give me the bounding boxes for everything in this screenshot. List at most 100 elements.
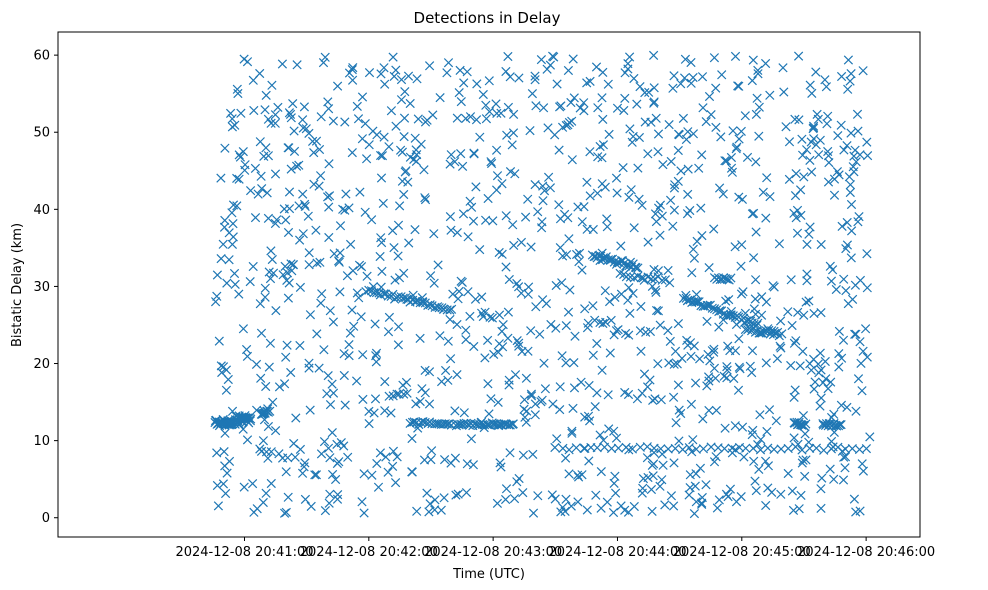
data-point-x-marker (530, 71, 540, 81)
data-point-x-marker (843, 55, 854, 65)
data-point-x-marker (212, 480, 223, 491)
data-point-x-marker (456, 419, 466, 429)
data-point-x-marker (584, 456, 594, 466)
data-point-x-marker (364, 67, 375, 78)
data-point-x-marker (722, 373, 732, 383)
data-point-x-marker (373, 482, 384, 492)
data-point-x-marker (491, 145, 502, 155)
data-point-x-marker (484, 76, 494, 86)
data-point-x-marker (518, 450, 529, 460)
data-point-x-marker (218, 479, 229, 489)
data-point-x-marker (813, 114, 823, 124)
data-point-x-marker (612, 188, 622, 198)
data-point-x-marker (328, 317, 339, 327)
data-point-x-marker (797, 134, 807, 144)
data-point-x-marker (845, 187, 855, 198)
data-point-x-marker (396, 74, 407, 85)
data-point-x-marker (468, 216, 479, 226)
data-point-x-marker (582, 323, 593, 333)
data-point-x-marker (216, 173, 226, 183)
data-point-x-marker (335, 287, 345, 297)
data-point-x-marker (605, 348, 615, 358)
data-point-x-marker (788, 505, 799, 516)
data-point-x-marker (760, 58, 771, 69)
data-point-x-marker (400, 167, 410, 177)
data-point-x-marker (519, 404, 529, 414)
data-point-x-marker (862, 249, 872, 259)
data-point-x-marker (260, 283, 270, 293)
data-point-x-marker (561, 320, 571, 331)
data-point-x-marker (377, 266, 387, 277)
data-point-x-marker (505, 72, 515, 82)
data-point-x-marker (748, 208, 759, 219)
data-point-x-marker (673, 145, 683, 156)
data-point-x-marker (826, 276, 837, 286)
data-point-x-marker (834, 348, 844, 359)
data-point-x-marker (711, 122, 721, 133)
data-point-x-marker (347, 305, 357, 315)
data-point-x-marker (221, 365, 232, 375)
data-point-x-marker (461, 487, 472, 498)
data-point-x-marker (407, 417, 418, 428)
data-point-x-marker (433, 260, 443, 270)
y-tick-label: 50 (33, 126, 50, 141)
data-point-x-marker (291, 413, 301, 423)
data-point-x-marker (286, 259, 296, 269)
data-point-x-marker (465, 196, 475, 206)
data-point-x-marker (446, 458, 456, 468)
data-point-x-marker (242, 57, 253, 67)
data-point-x-marker (514, 341, 524, 351)
data-point-x-marker (655, 481, 665, 491)
data-point-x-marker (351, 376, 362, 386)
data-point-x-marker (555, 382, 565, 392)
data-point-x-marker (261, 447, 272, 457)
data-point-x-marker (839, 274, 849, 284)
data-point-x-marker (761, 500, 771, 511)
data-point-x-marker (521, 417, 531, 427)
data-point-x-marker (489, 349, 499, 360)
data-point-x-marker (403, 71, 414, 81)
data-point-x-marker (717, 70, 727, 80)
data-point-x-marker (430, 495, 440, 505)
data-point-x-marker (465, 311, 475, 322)
data-point-x-marker (786, 360, 796, 371)
data-point-x-marker (462, 67, 472, 77)
data-point-x-marker (526, 391, 537, 401)
data-point-x-marker (833, 442, 843, 452)
y-tick-label: 20 (33, 357, 50, 372)
data-point-x-marker (689, 253, 700, 263)
data-point-x-marker (484, 106, 495, 117)
data-point-x-marker (697, 150, 707, 160)
data-point-x-marker (792, 205, 803, 216)
data-point-x-marker (571, 249, 582, 260)
data-point-x-marker (476, 308, 487, 318)
data-point-x-marker (425, 271, 436, 281)
data-point-x-marker (817, 473, 827, 483)
data-point-x-marker (668, 501, 679, 511)
data-point-x-marker (265, 406, 275, 416)
data-point-x-marker (846, 128, 856, 138)
data-point-x-marker (332, 494, 343, 504)
data-point-x-marker (590, 315, 600, 325)
data-point-x-marker (625, 308, 635, 319)
data-point-x-marker (393, 340, 404, 350)
y-tick-label: 10 (33, 434, 50, 449)
data-point-x-marker (407, 433, 417, 444)
data-point-x-marker (840, 463, 850, 473)
data-point-x-marker (330, 474, 341, 485)
data-point-x-marker (825, 419, 836, 429)
data-point-x-marker (650, 209, 661, 219)
data-point-x-marker (445, 354, 456, 364)
data-point-x-marker (649, 97, 659, 107)
data-point-x-marker (439, 493, 449, 503)
data-point-x-marker (248, 261, 258, 272)
data-point-x-marker (557, 251, 568, 261)
data-point-x-marker (304, 363, 314, 373)
data-point-x-marker (283, 227, 294, 238)
data-point-x-marker (505, 448, 515, 458)
data-point-x-marker (256, 328, 267, 338)
data-point-x-marker (390, 477, 401, 488)
data-point-x-marker (747, 346, 758, 356)
